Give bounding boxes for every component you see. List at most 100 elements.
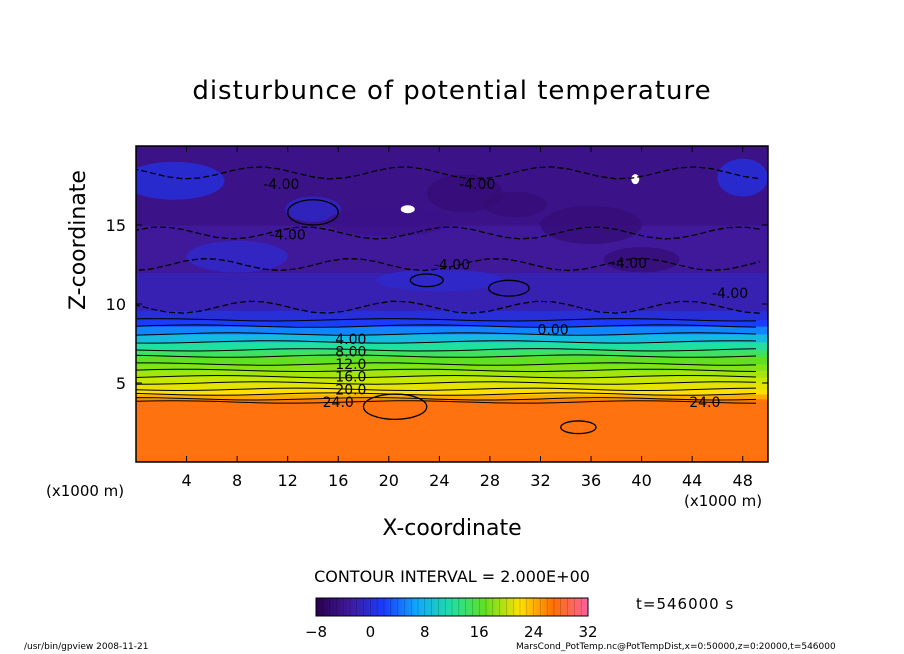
x-axis-unit-right: (x1000 m) [684, 492, 763, 510]
contour-label: 0.00 [538, 322, 569, 338]
contour-loop [287, 199, 339, 226]
colorbar-ticks: −8 0 8 16 24 32 [305, 598, 598, 641]
colorbar-tick-label: −8 [305, 623, 327, 641]
x-tick-label: 16 [328, 471, 348, 490]
heatmap-anomaly [400, 205, 415, 214]
contour-line [136, 332, 757, 336]
heatmap-anomaly [717, 158, 768, 197]
x-tick-label: 40 [631, 471, 651, 490]
y-tick-label: 15 [106, 216, 126, 235]
heatmap-layer [136, 319, 768, 327]
contour-loop [362, 393, 428, 420]
heatmap-anomaly [325, 207, 452, 237]
heatmap-anomaly [136, 161, 225, 200]
contour-label: 24.0 [689, 395, 720, 411]
x-axis-ticks: 4 8 12 16 20 24 28 32 36 40 44 48 [181, 146, 753, 490]
heatmap-anomaly [426, 174, 503, 213]
contour-label: -4.00 [270, 227, 306, 243]
contour-lines [136, 166, 761, 435]
heatmap-layer [136, 383, 768, 390]
contour-loop [409, 273, 444, 288]
heatmap-layer [136, 394, 768, 400]
contour-label: 8.00 [335, 344, 366, 360]
contour-label: -4.00 [712, 286, 748, 302]
x-tick-label: 36 [581, 471, 601, 490]
heatmap-anomaly [540, 206, 642, 244]
y-axis-ticks: 5 10 15 [106, 216, 768, 393]
x-tick-label: 4 [181, 471, 191, 490]
contour-label: 4.00 [335, 332, 366, 348]
contour-label: -4.00 [611, 256, 647, 272]
contour-label: -4.00 [434, 258, 470, 274]
colorbar-tick-label: 0 [366, 623, 376, 641]
heatmap-anomalies [136, 158, 768, 292]
contour-label: -4.00 [459, 177, 495, 193]
contour-label: 24.0 [323, 395, 354, 411]
colorbar-tick-label: 8 [420, 623, 430, 641]
contour-label: 16.0 [335, 370, 366, 386]
contour-label: 12.0 [335, 357, 366, 373]
contour-line [136, 387, 757, 392]
y-tick-label: 10 [106, 295, 126, 314]
colorbar-tick-label: 32 [578, 623, 597, 641]
contour-interval-label: CONTOUR INTERVAL = 2.000E+00 [314, 567, 590, 586]
chart-title: disturbunce of potential temperature [192, 76, 712, 106]
contour-loop [560, 420, 597, 435]
heatmap-layer [136, 364, 768, 371]
colorbar-tick-label: 16 [470, 623, 489, 641]
contour-loop [488, 279, 530, 297]
heatmap-layer [136, 310, 768, 321]
colorbar-tick-label: 24 [524, 623, 543, 641]
heatmap-layer [136, 401, 768, 462]
contour-line [136, 400, 757, 404]
colorbar [315, 597, 589, 617]
footer-command: /usr/bin/gpview 2008-11-21 [24, 642, 149, 652]
heatmap-layer [136, 376, 768, 384]
contour-line [136, 258, 761, 272]
contour-line [136, 392, 757, 396]
contour-label: -4.00 [263, 177, 299, 193]
x-tick-label: 20 [379, 471, 399, 490]
heatmap-anomaly [186, 240, 288, 273]
x-tick-label: 48 [733, 471, 753, 490]
time-label: t=546000 s [636, 595, 735, 613]
heatmap-anomaly [376, 269, 503, 292]
x-tick-label: 28 [480, 471, 500, 490]
heatmap-anomaly [483, 191, 547, 218]
contour-line [136, 368, 757, 373]
contour-line [136, 324, 757, 328]
contour-line [136, 362, 757, 366]
heatmap-layer [136, 326, 768, 335]
contour-line [136, 354, 757, 358]
contour-line [136, 318, 757, 322]
heatmap-anomaly [631, 174, 640, 185]
contour-line [136, 374, 757, 379]
x-axis-label: X-coordinate [382, 516, 522, 541]
heatmap-layer [136, 356, 768, 365]
x-tick-label: 12 [278, 471, 298, 490]
contour-line [136, 226, 761, 240]
heatmap-layer [136, 334, 768, 343]
x-tick-label: 24 [429, 471, 449, 490]
heatmap-layer [136, 370, 768, 378]
heatmap-anomaly [603, 247, 680, 273]
contour-label: 20.0 [335, 382, 366, 398]
heatmap-layer [136, 341, 768, 351]
contour-line [136, 340, 757, 344]
y-axis-label: Z-coordinate [66, 170, 91, 310]
heatmap-layer [136, 398, 768, 403]
contour-line [136, 300, 761, 314]
contour-line [136, 348, 757, 352]
contour-line [136, 397, 757, 401]
heatmap-anomaly [285, 196, 341, 222]
x-axis-unit-left: (x1000 m) [46, 482, 125, 500]
footer-source: MarsCond_PotTemp.nc@PotTempDist,x=0:5000… [516, 642, 836, 652]
x-tick-label: 32 [530, 471, 550, 490]
y-tick-label: 5 [116, 374, 126, 393]
x-tick-label: 44 [682, 471, 702, 490]
heatmap-layer [136, 349, 768, 357]
heatmap-layer [136, 389, 768, 395]
contour-line [136, 381, 757, 385]
